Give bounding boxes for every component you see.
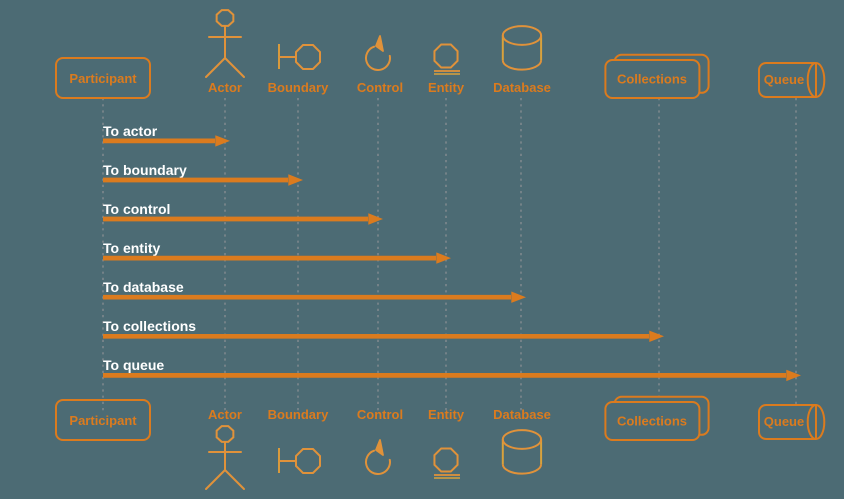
svg-text:Entity: Entity: [428, 407, 465, 422]
svg-text:Boundary: Boundary: [268, 80, 329, 95]
svg-text:Collections: Collections: [617, 414, 687, 429]
svg-text:Queue: Queue: [764, 414, 804, 429]
svg-text:Actor: Actor: [208, 80, 242, 95]
svg-text:To entity: To entity: [103, 240, 161, 256]
svg-text:Boundary: Boundary: [268, 407, 329, 422]
svg-text:To queue: To queue: [103, 357, 164, 373]
svg-text:Control: Control: [357, 407, 403, 422]
svg-text:To collections: To collections: [103, 318, 196, 334]
svg-text:Entity: Entity: [428, 80, 465, 95]
svg-text:To control: To control: [103, 201, 170, 217]
svg-text:Database: Database: [493, 407, 551, 422]
svg-text:Collections: Collections: [617, 72, 687, 87]
svg-text:To boundary: To boundary: [103, 162, 187, 178]
svg-text:Database: Database: [493, 80, 551, 95]
svg-text:To actor: To actor: [103, 123, 158, 139]
svg-text:Participant: Participant: [69, 413, 137, 428]
svg-text:Queue: Queue: [764, 72, 804, 87]
svg-text:Participant: Participant: [69, 71, 137, 86]
svg-text:Control: Control: [357, 80, 403, 95]
svg-text:To database: To database: [103, 279, 184, 295]
svg-text:Actor: Actor: [208, 407, 242, 422]
